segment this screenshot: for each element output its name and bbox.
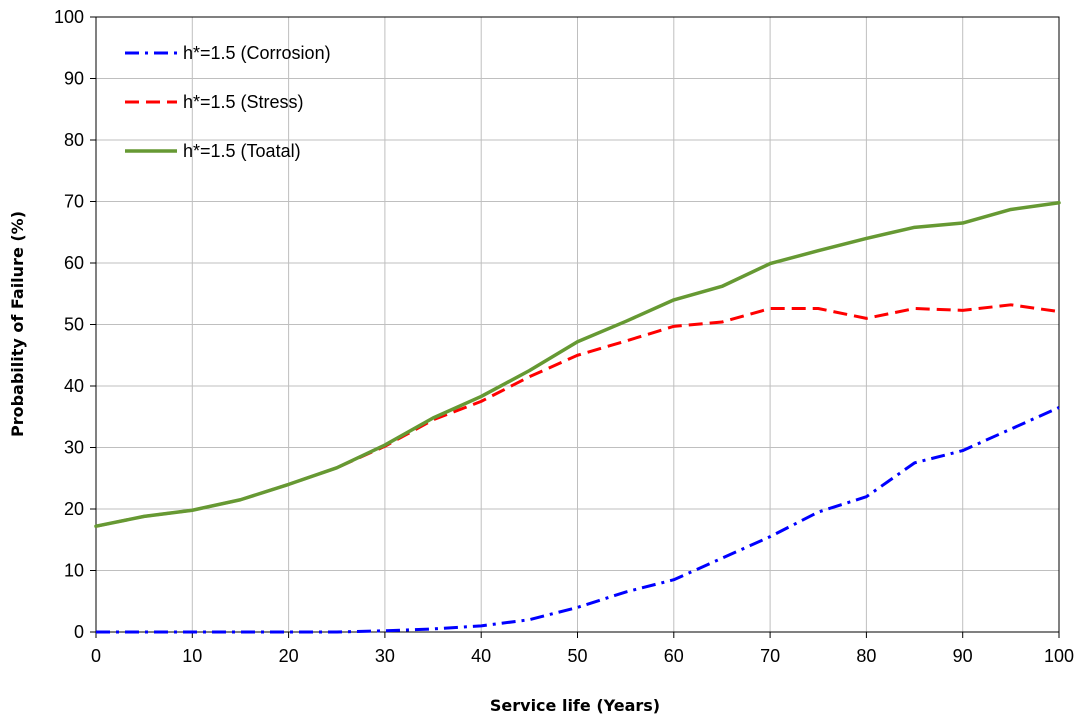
y-tick-label: 80	[64, 130, 84, 150]
axes: 0 10 20 30 40 50 60 70 80 90 100 0 10 20 30 40 50 60 70 80 9…	[54, 7, 1074, 666]
y-tick-label: 100	[54, 7, 84, 27]
x-tick-label: 90	[953, 646, 973, 666]
x-axis-title: Service life (Years)	[490, 696, 660, 715]
x-tick-label: 100	[1044, 646, 1074, 666]
x-tick-label: 10	[182, 646, 202, 666]
y-tick-label: 70	[64, 192, 84, 212]
x-tick-label: 70	[760, 646, 780, 666]
y-tick-label: 60	[64, 253, 84, 273]
y-tick-label: 20	[64, 499, 84, 519]
series-line-3	[94, 200, 1061, 528]
legend: h*=1.5 (Corrosion) h*=1.5 (Stress) h*=1.5 …	[125, 43, 331, 161]
x-tick-label: 20	[279, 646, 299, 666]
legend-label-1: h*=1.5 (Corrosion)	[183, 43, 331, 63]
series-lines	[94, 200, 1061, 634]
x-tick-label: 40	[471, 646, 491, 666]
x-tick-label: 0	[91, 646, 101, 666]
y-tick-label: 0	[74, 622, 84, 642]
x-tick-label: 50	[567, 646, 587, 666]
y-tick-label: 30	[64, 438, 84, 458]
series-line-1	[96, 406, 1060, 634]
y-axis-title: Probability of Failure (%)	[8, 211, 27, 437]
y-tick-label: 90	[64, 69, 84, 89]
x-tick-label: 80	[856, 646, 876, 666]
x-tick-label: 30	[375, 646, 395, 666]
legend-label-2: h*=1.5 (Stress)	[183, 92, 304, 112]
y-tick-label: 40	[64, 376, 84, 396]
y-tick-label: 50	[64, 315, 84, 335]
series-line-2	[95, 303, 1060, 528]
y-tick-label: 10	[64, 561, 84, 581]
legend-label-3: h*=1.5 (Toatal)	[183, 141, 301, 161]
x-tick-label: 60	[664, 646, 684, 666]
